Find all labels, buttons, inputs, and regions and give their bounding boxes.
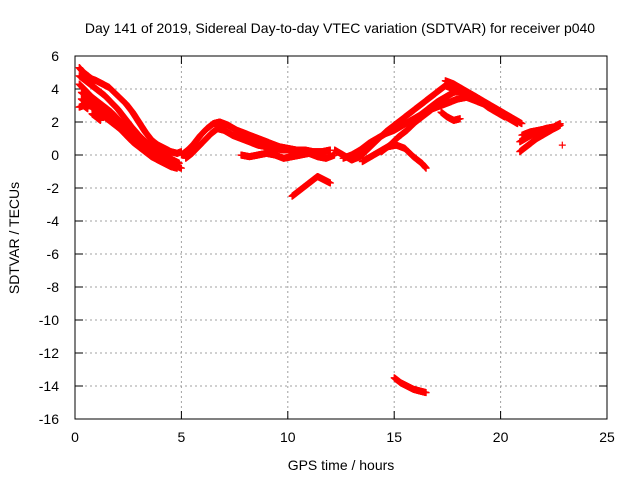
y-tick-label: -12	[39, 345, 59, 361]
axis-ticks	[74, 55, 608, 420]
y-tick-label: -10	[39, 312, 59, 328]
x-tick-label: 25	[599, 429, 615, 445]
x-tick-label: 20	[493, 429, 509, 445]
y-tick-label: 0	[51, 147, 59, 163]
y-tick-label: -2	[47, 180, 60, 196]
x-tick-label: 5	[178, 429, 186, 445]
x-tick-label: 0	[71, 429, 79, 445]
chart-title: Day 141 of 2019, Sidereal Day-to-day VTE…	[85, 20, 595, 36]
y-tick-labels: -16 -14 -12 -10 -8 -6 -4 -2 0 2 4 6	[39, 48, 59, 427]
y-tick-label: -14	[39, 378, 59, 394]
y-tick-label: 4	[51, 81, 59, 97]
y-tick-label: 2	[51, 114, 59, 130]
y-tick-label: -4	[47, 213, 60, 229]
x-tick-label: 15	[386, 429, 402, 445]
y-tick-label: -16	[39, 411, 59, 427]
x-tick-label: 10	[280, 429, 296, 445]
y-tick-label: 6	[51, 48, 59, 64]
x-tick-labels: 0 5 10 15 20 25	[71, 429, 615, 445]
y-tick-label: -6	[47, 246, 60, 262]
plot-frame	[74, 55, 608, 420]
data-points	[75, 64, 566, 397]
series-arc-1	[75, 64, 185, 157]
y-tick-label: -8	[47, 279, 60, 295]
